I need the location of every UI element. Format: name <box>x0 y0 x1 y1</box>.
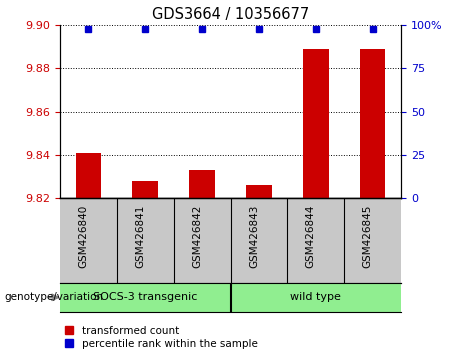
Text: GSM426844: GSM426844 <box>306 205 316 268</box>
Text: GSM426841: GSM426841 <box>135 205 145 268</box>
Text: wild type: wild type <box>290 292 341 302</box>
Bar <box>132 181 158 198</box>
Legend: transformed count, percentile rank within the sample: transformed count, percentile rank withi… <box>65 326 258 349</box>
Text: SOCS-3 transgenic: SOCS-3 transgenic <box>93 292 197 302</box>
Text: GSM426843: GSM426843 <box>249 205 259 268</box>
Bar <box>76 153 101 198</box>
Title: GDS3664 / 10356677: GDS3664 / 10356677 <box>152 7 309 22</box>
Bar <box>246 185 272 198</box>
Text: GSM426842: GSM426842 <box>192 205 202 268</box>
Bar <box>303 48 329 198</box>
Bar <box>189 170 215 198</box>
Text: GSM426845: GSM426845 <box>363 205 372 268</box>
Bar <box>360 48 385 198</box>
Text: genotype/variation: genotype/variation <box>5 292 104 302</box>
Text: GSM426840: GSM426840 <box>78 205 89 268</box>
